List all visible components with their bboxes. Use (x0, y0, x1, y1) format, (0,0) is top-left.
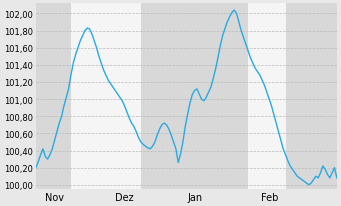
Bar (36, 4, 71, 189)
Bar (248, 4, 285, 189)
Bar (71, 4, 141, 189)
Bar (285, 4, 339, 189)
Bar (141, 4, 248, 189)
